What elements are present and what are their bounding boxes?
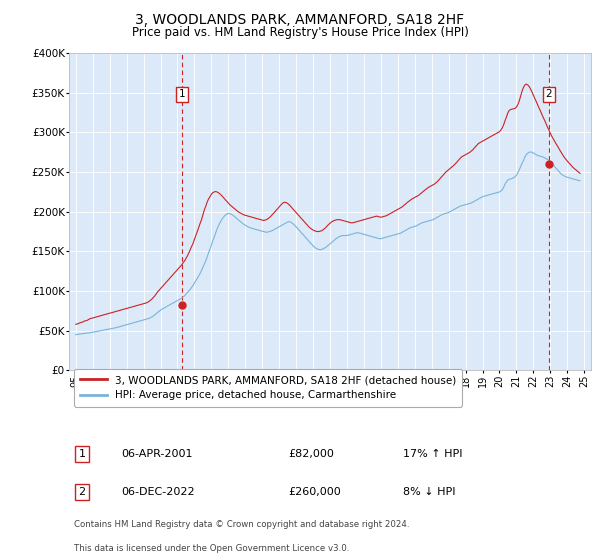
Text: 06-APR-2001: 06-APR-2001 [121,449,193,459]
Text: 2: 2 [79,487,86,497]
Text: £260,000: £260,000 [288,487,341,497]
Text: 06-DEC-2022: 06-DEC-2022 [121,487,195,497]
Text: Contains HM Land Registry data © Crown copyright and database right 2024.: Contains HM Land Registry data © Crown c… [74,520,410,529]
Text: 1: 1 [178,90,185,100]
Text: 2: 2 [545,90,552,100]
Text: 1: 1 [79,449,86,459]
Text: 3, WOODLANDS PARK, AMMANFORD, SA18 2HF: 3, WOODLANDS PARK, AMMANFORD, SA18 2HF [136,13,464,27]
Text: 8% ↓ HPI: 8% ↓ HPI [403,487,455,497]
Text: £82,000: £82,000 [288,449,334,459]
Text: Price paid vs. HM Land Registry's House Price Index (HPI): Price paid vs. HM Land Registry's House … [131,26,469,39]
Text: 17% ↑ HPI: 17% ↑ HPI [403,449,463,459]
Legend: 3, WOODLANDS PARK, AMMANFORD, SA18 2HF (detached house), HPI: Average price, det: 3, WOODLANDS PARK, AMMANFORD, SA18 2HF (… [74,369,463,407]
Text: This data is licensed under the Open Government Licence v3.0.: This data is licensed under the Open Gov… [74,544,350,553]
